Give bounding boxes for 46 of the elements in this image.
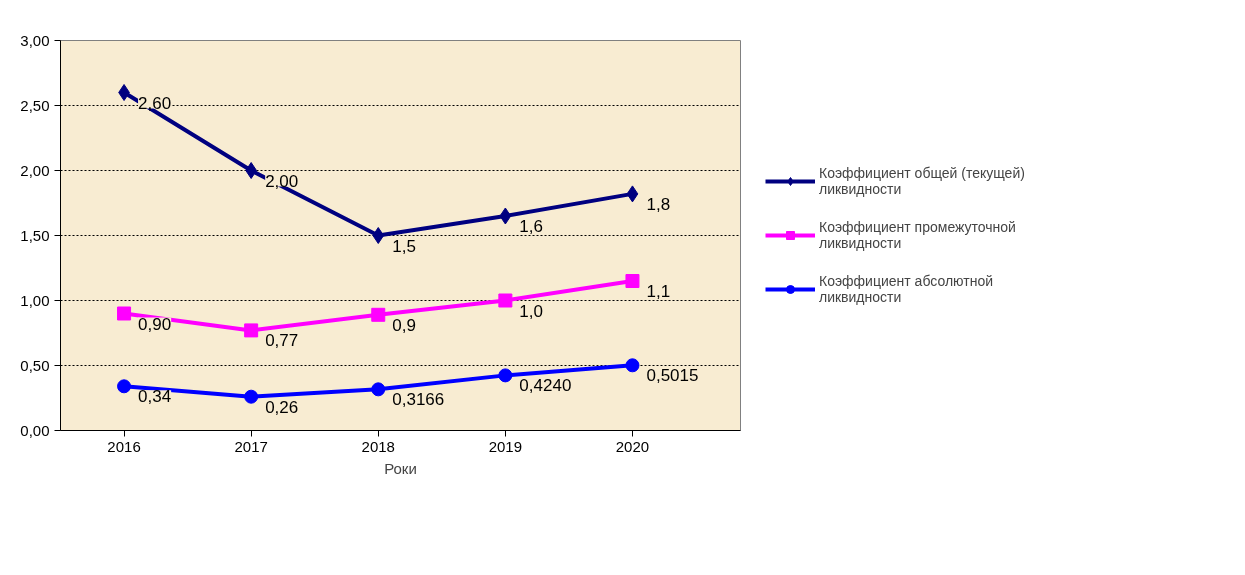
data-label: 1,1 [646, 282, 671, 301]
legend-label: Коэффициент промежуточной ликвидности [819, 219, 1016, 251]
y-tick-label: 1,00 [20, 291, 50, 309]
data-label: 0,5015 [646, 366, 699, 386]
data-label: 2,00 [265, 171, 299, 191]
y-tick-label: 2,50 [20, 96, 50, 114]
legend-label: Коэффициент общей (текущей) ликвидности [819, 165, 1025, 197]
point [625, 358, 640, 373]
point [371, 307, 386, 322]
data-label: 0,77 [265, 331, 299, 351]
point [117, 379, 132, 394]
point [625, 274, 640, 288]
data-label: 1,6 [519, 217, 543, 236]
point [372, 227, 385, 244]
x-tick-label: 2020 [615, 437, 650, 455]
data-label: 0,26 [265, 397, 299, 417]
y-tick-label: 1,50 [20, 226, 50, 244]
point [244, 323, 259, 338]
data-label: 1,0 [519, 301, 543, 321]
y-tick-label: 0,00 [20, 421, 50, 439]
legend-label: Коэффициент абсолютной ликвидности [819, 273, 993, 305]
x-tick-label: 2019 [488, 437, 523, 455]
data-label: 2,60 [138, 93, 172, 113]
point [244, 389, 259, 404]
x-tick-label: 2017 [234, 437, 268, 455]
point [371, 382, 386, 397]
point [498, 293, 513, 308]
y-tick-label: 0,50 [20, 356, 50, 374]
data-label: 1,8 [646, 194, 671, 214]
data-label: 0,9 [392, 315, 416, 335]
x-axis-title: Роки [384, 459, 417, 477]
data-label: 0,3166 [392, 390, 445, 410]
point [117, 306, 132, 321]
y-tick-label: 3,00 [20, 31, 50, 49]
point [498, 368, 513, 383]
x-tick-label: 2016 [107, 437, 141, 455]
data-label: 1,5 [392, 236, 416, 256]
point [499, 207, 512, 225]
point [626, 185, 639, 203]
data-label: 0,90 [138, 314, 172, 334]
point [245, 162, 257, 179]
point [118, 84, 130, 101]
x-tick-label: 2018 [361, 437, 395, 455]
y-tick-label: 2,00 [20, 161, 50, 179]
data-label: 0,34 [138, 387, 172, 407]
data-label: 0,4240 [519, 376, 572, 396]
